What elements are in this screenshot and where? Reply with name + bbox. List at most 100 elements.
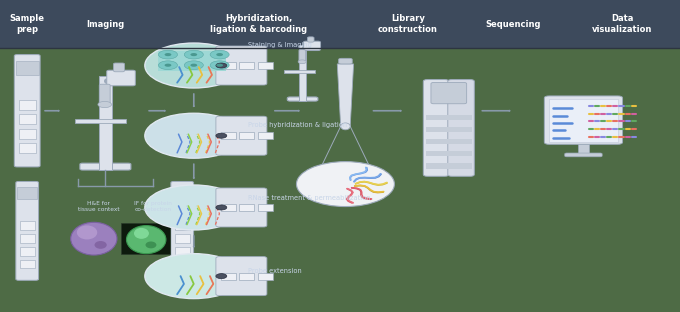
Circle shape (216, 133, 227, 138)
FancyBboxPatch shape (107, 70, 135, 86)
Ellipse shape (77, 225, 97, 240)
FancyBboxPatch shape (19, 100, 35, 110)
FancyBboxPatch shape (175, 221, 190, 230)
FancyBboxPatch shape (17, 188, 37, 199)
Text: Probe extension: Probe extension (248, 268, 302, 275)
FancyBboxPatch shape (221, 62, 236, 69)
FancyBboxPatch shape (14, 55, 40, 167)
FancyBboxPatch shape (544, 96, 623, 144)
FancyBboxPatch shape (16, 182, 39, 280)
FancyBboxPatch shape (75, 119, 126, 123)
FancyBboxPatch shape (19, 129, 35, 139)
FancyBboxPatch shape (299, 50, 305, 62)
FancyBboxPatch shape (19, 114, 35, 124)
Ellipse shape (126, 226, 166, 254)
FancyBboxPatch shape (258, 62, 273, 69)
FancyBboxPatch shape (303, 41, 320, 51)
FancyBboxPatch shape (239, 273, 254, 280)
Polygon shape (225, 203, 234, 221)
Circle shape (184, 50, 203, 59)
Text: Sequencing: Sequencing (486, 20, 541, 29)
FancyBboxPatch shape (564, 153, 602, 157)
Circle shape (145, 43, 243, 88)
Circle shape (190, 64, 197, 67)
Circle shape (184, 61, 203, 70)
Polygon shape (225, 271, 234, 290)
FancyBboxPatch shape (216, 256, 267, 296)
Text: RNase treatment & permeabilization: RNase treatment & permeabilization (248, 195, 371, 201)
Circle shape (216, 274, 227, 279)
FancyBboxPatch shape (299, 45, 306, 101)
FancyBboxPatch shape (158, 51, 226, 71)
FancyBboxPatch shape (221, 273, 236, 280)
FancyBboxPatch shape (175, 247, 190, 256)
FancyBboxPatch shape (175, 234, 190, 243)
FancyBboxPatch shape (20, 247, 35, 256)
Circle shape (165, 64, 171, 67)
Polygon shape (225, 131, 234, 149)
Circle shape (165, 53, 171, 56)
Text: IF for protein
co-detection: IF for protein co-detection (134, 201, 172, 212)
FancyBboxPatch shape (121, 223, 170, 254)
Circle shape (298, 60, 306, 64)
Circle shape (216, 53, 223, 56)
Circle shape (216, 64, 223, 67)
Text: Sample
prep: Sample prep (10, 14, 45, 34)
Text: H&E for
tissue context: H&E for tissue context (78, 201, 120, 212)
FancyBboxPatch shape (307, 37, 314, 42)
FancyBboxPatch shape (0, 48, 680, 312)
FancyBboxPatch shape (339, 58, 352, 64)
FancyBboxPatch shape (258, 204, 273, 211)
FancyBboxPatch shape (20, 260, 35, 268)
FancyBboxPatch shape (426, 139, 472, 144)
Circle shape (210, 50, 229, 59)
FancyBboxPatch shape (258, 132, 273, 139)
Circle shape (145, 185, 243, 230)
FancyBboxPatch shape (114, 63, 124, 72)
FancyBboxPatch shape (426, 115, 472, 120)
FancyBboxPatch shape (171, 182, 194, 280)
FancyBboxPatch shape (99, 76, 112, 170)
Ellipse shape (341, 123, 350, 130)
Circle shape (216, 63, 227, 68)
Circle shape (296, 162, 394, 207)
Circle shape (216, 205, 227, 210)
FancyBboxPatch shape (172, 188, 192, 199)
Circle shape (158, 61, 177, 70)
FancyBboxPatch shape (426, 151, 472, 156)
Ellipse shape (146, 241, 156, 248)
FancyBboxPatch shape (549, 99, 617, 142)
FancyBboxPatch shape (284, 71, 315, 73)
FancyBboxPatch shape (258, 273, 273, 280)
FancyBboxPatch shape (423, 80, 449, 176)
FancyBboxPatch shape (20, 221, 35, 230)
FancyBboxPatch shape (0, 0, 680, 48)
FancyBboxPatch shape (426, 127, 472, 132)
FancyBboxPatch shape (239, 132, 254, 139)
FancyBboxPatch shape (578, 144, 589, 153)
Circle shape (145, 254, 243, 299)
FancyBboxPatch shape (287, 97, 318, 101)
FancyBboxPatch shape (19, 143, 35, 154)
FancyBboxPatch shape (216, 116, 267, 155)
FancyBboxPatch shape (221, 204, 236, 211)
Polygon shape (337, 64, 354, 126)
Text: Data
visualization: Data visualization (592, 14, 652, 34)
Circle shape (98, 101, 112, 108)
FancyBboxPatch shape (426, 163, 472, 168)
Text: Hybridization,
ligation & barcoding: Hybridization, ligation & barcoding (210, 14, 307, 34)
FancyBboxPatch shape (239, 62, 254, 69)
Ellipse shape (134, 228, 149, 239)
FancyBboxPatch shape (221, 132, 236, 139)
Polygon shape (225, 61, 234, 79)
Ellipse shape (71, 222, 117, 255)
Circle shape (158, 50, 177, 59)
FancyBboxPatch shape (431, 82, 466, 104)
FancyBboxPatch shape (20, 234, 35, 243)
FancyBboxPatch shape (448, 80, 475, 176)
FancyBboxPatch shape (216, 188, 267, 227)
Text: Library
construction: Library construction (378, 14, 438, 34)
Text: Imaging: Imaging (86, 20, 124, 29)
Circle shape (210, 61, 229, 70)
Text: Staining & Imaging: Staining & Imaging (248, 42, 312, 48)
